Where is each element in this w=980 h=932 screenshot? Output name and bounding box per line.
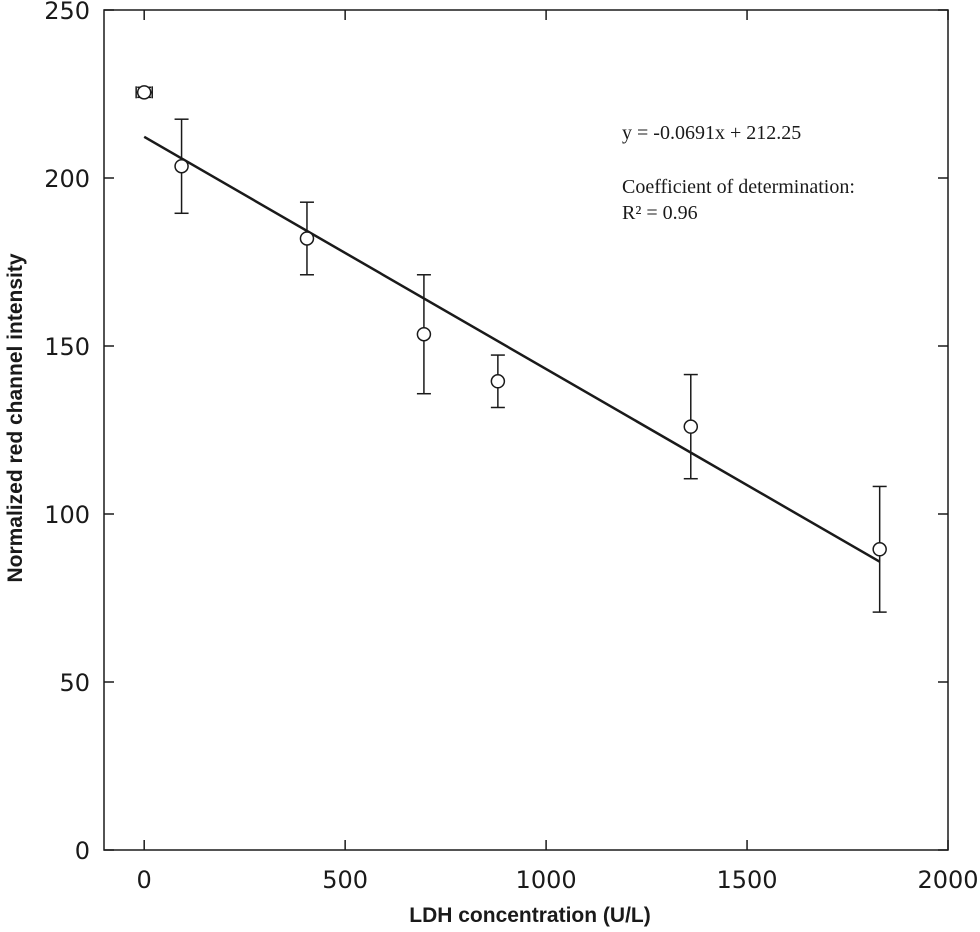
- data-point: [416, 326, 432, 342]
- regression-line: [143, 135, 881, 563]
- data-layer: [135, 85, 887, 613]
- y-tick-label: 0: [75, 837, 90, 865]
- r2-value-annotation: R² = 0.96: [622, 202, 698, 224]
- x-tick-label: 1000: [516, 866, 577, 894]
- y-tick-label: 100: [44, 501, 90, 529]
- y-tick-label: 50: [59, 669, 90, 697]
- data-point: [174, 158, 189, 174]
- y-tick-label: 250: [44, 0, 90, 25]
- x-tick-label: 2000: [917, 866, 978, 894]
- data-point: [683, 419, 699, 434]
- x-axis-title: LDH concentration (U/L): [409, 904, 651, 927]
- x-tick-label: 0: [137, 866, 152, 894]
- y-tick-label: 200: [44, 165, 90, 193]
- y-tick-label: 150: [44, 333, 90, 361]
- plot-frame: [103, 9, 949, 851]
- data-point: [872, 542, 887, 557]
- data-point: [490, 374, 506, 389]
- equation-annotation: y = -0.0691x + 212.25: [622, 122, 801, 144]
- ticks-layer: 0 500 1000 1500 2000 0 50 100 150 200 250: [44, 0, 978, 894]
- y-axis-title: Normalized red channel intensity: [4, 253, 27, 582]
- data-point: [299, 231, 315, 246]
- x-tick-label: 1500: [717, 866, 778, 894]
- x-tick-label: 500: [322, 866, 368, 894]
- data-point: [136, 85, 152, 100]
- r2-label-annotation: Coefficient of determination:: [622, 176, 855, 198]
